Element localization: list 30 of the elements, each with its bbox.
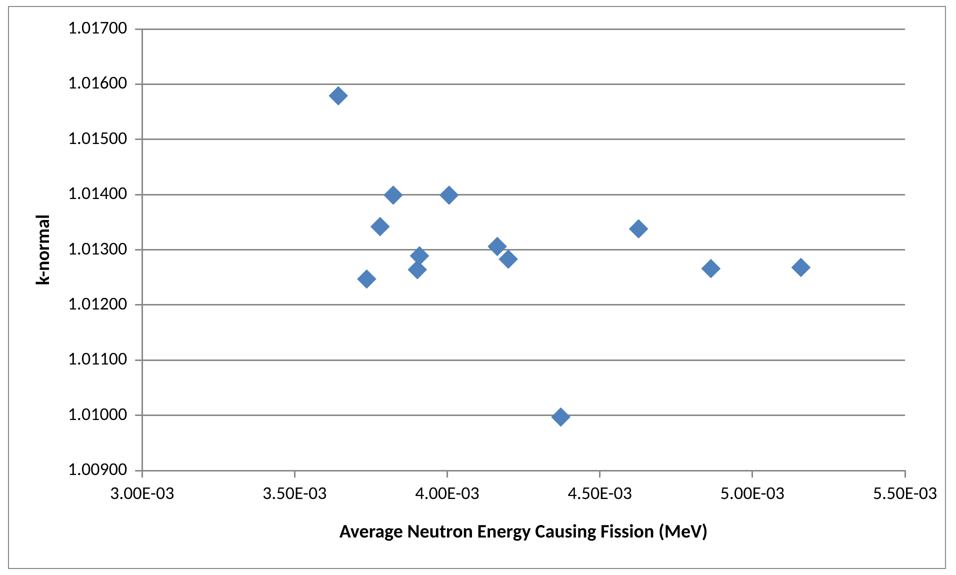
point [370, 217, 390, 236]
y-axis-title: k-normal [32, 214, 56, 286]
point [408, 260, 427, 280]
point [357, 270, 376, 289]
point [498, 250, 518, 269]
y-tick-label: 1.01100 [68, 348, 128, 370]
y-tick-label: 1.01400 [68, 182, 128, 204]
y-tick-label: 1.01200 [68, 292, 128, 314]
point [701, 259, 720, 278]
y-tick-label: 1.00900 [68, 458, 128, 480]
y-tick-label: 1.01700 [68, 16, 128, 38]
point [328, 86, 348, 106]
x-tick-label: 5.00E-03 [720, 482, 785, 504]
y-tick-label: 1.01500 [68, 126, 128, 149]
point [410, 246, 429, 266]
x-axis-title: Average Neutron Energy Causing Fission (MeV) [339, 520, 708, 544]
x-tick-label: 4.00E-03 [415, 482, 480, 504]
point [440, 186, 459, 205]
point [384, 186, 403, 205]
y-tick-label: 1.01300 [68, 237, 128, 260]
point [629, 219, 648, 238]
x-tick-label: 3.00E-03 [110, 482, 174, 504]
x-tick-label: 4.50E-03 [568, 482, 632, 504]
point [791, 258, 810, 277]
point [551, 408, 570, 427]
y-tick-label: 1.01000 [68, 402, 128, 425]
y-tick-label: 1.01600 [68, 72, 128, 94]
x-tick-label: 5.50E-03 [872, 482, 938, 504]
point [488, 236, 507, 256]
x-tick-label: 3.50E-03 [262, 482, 327, 504]
